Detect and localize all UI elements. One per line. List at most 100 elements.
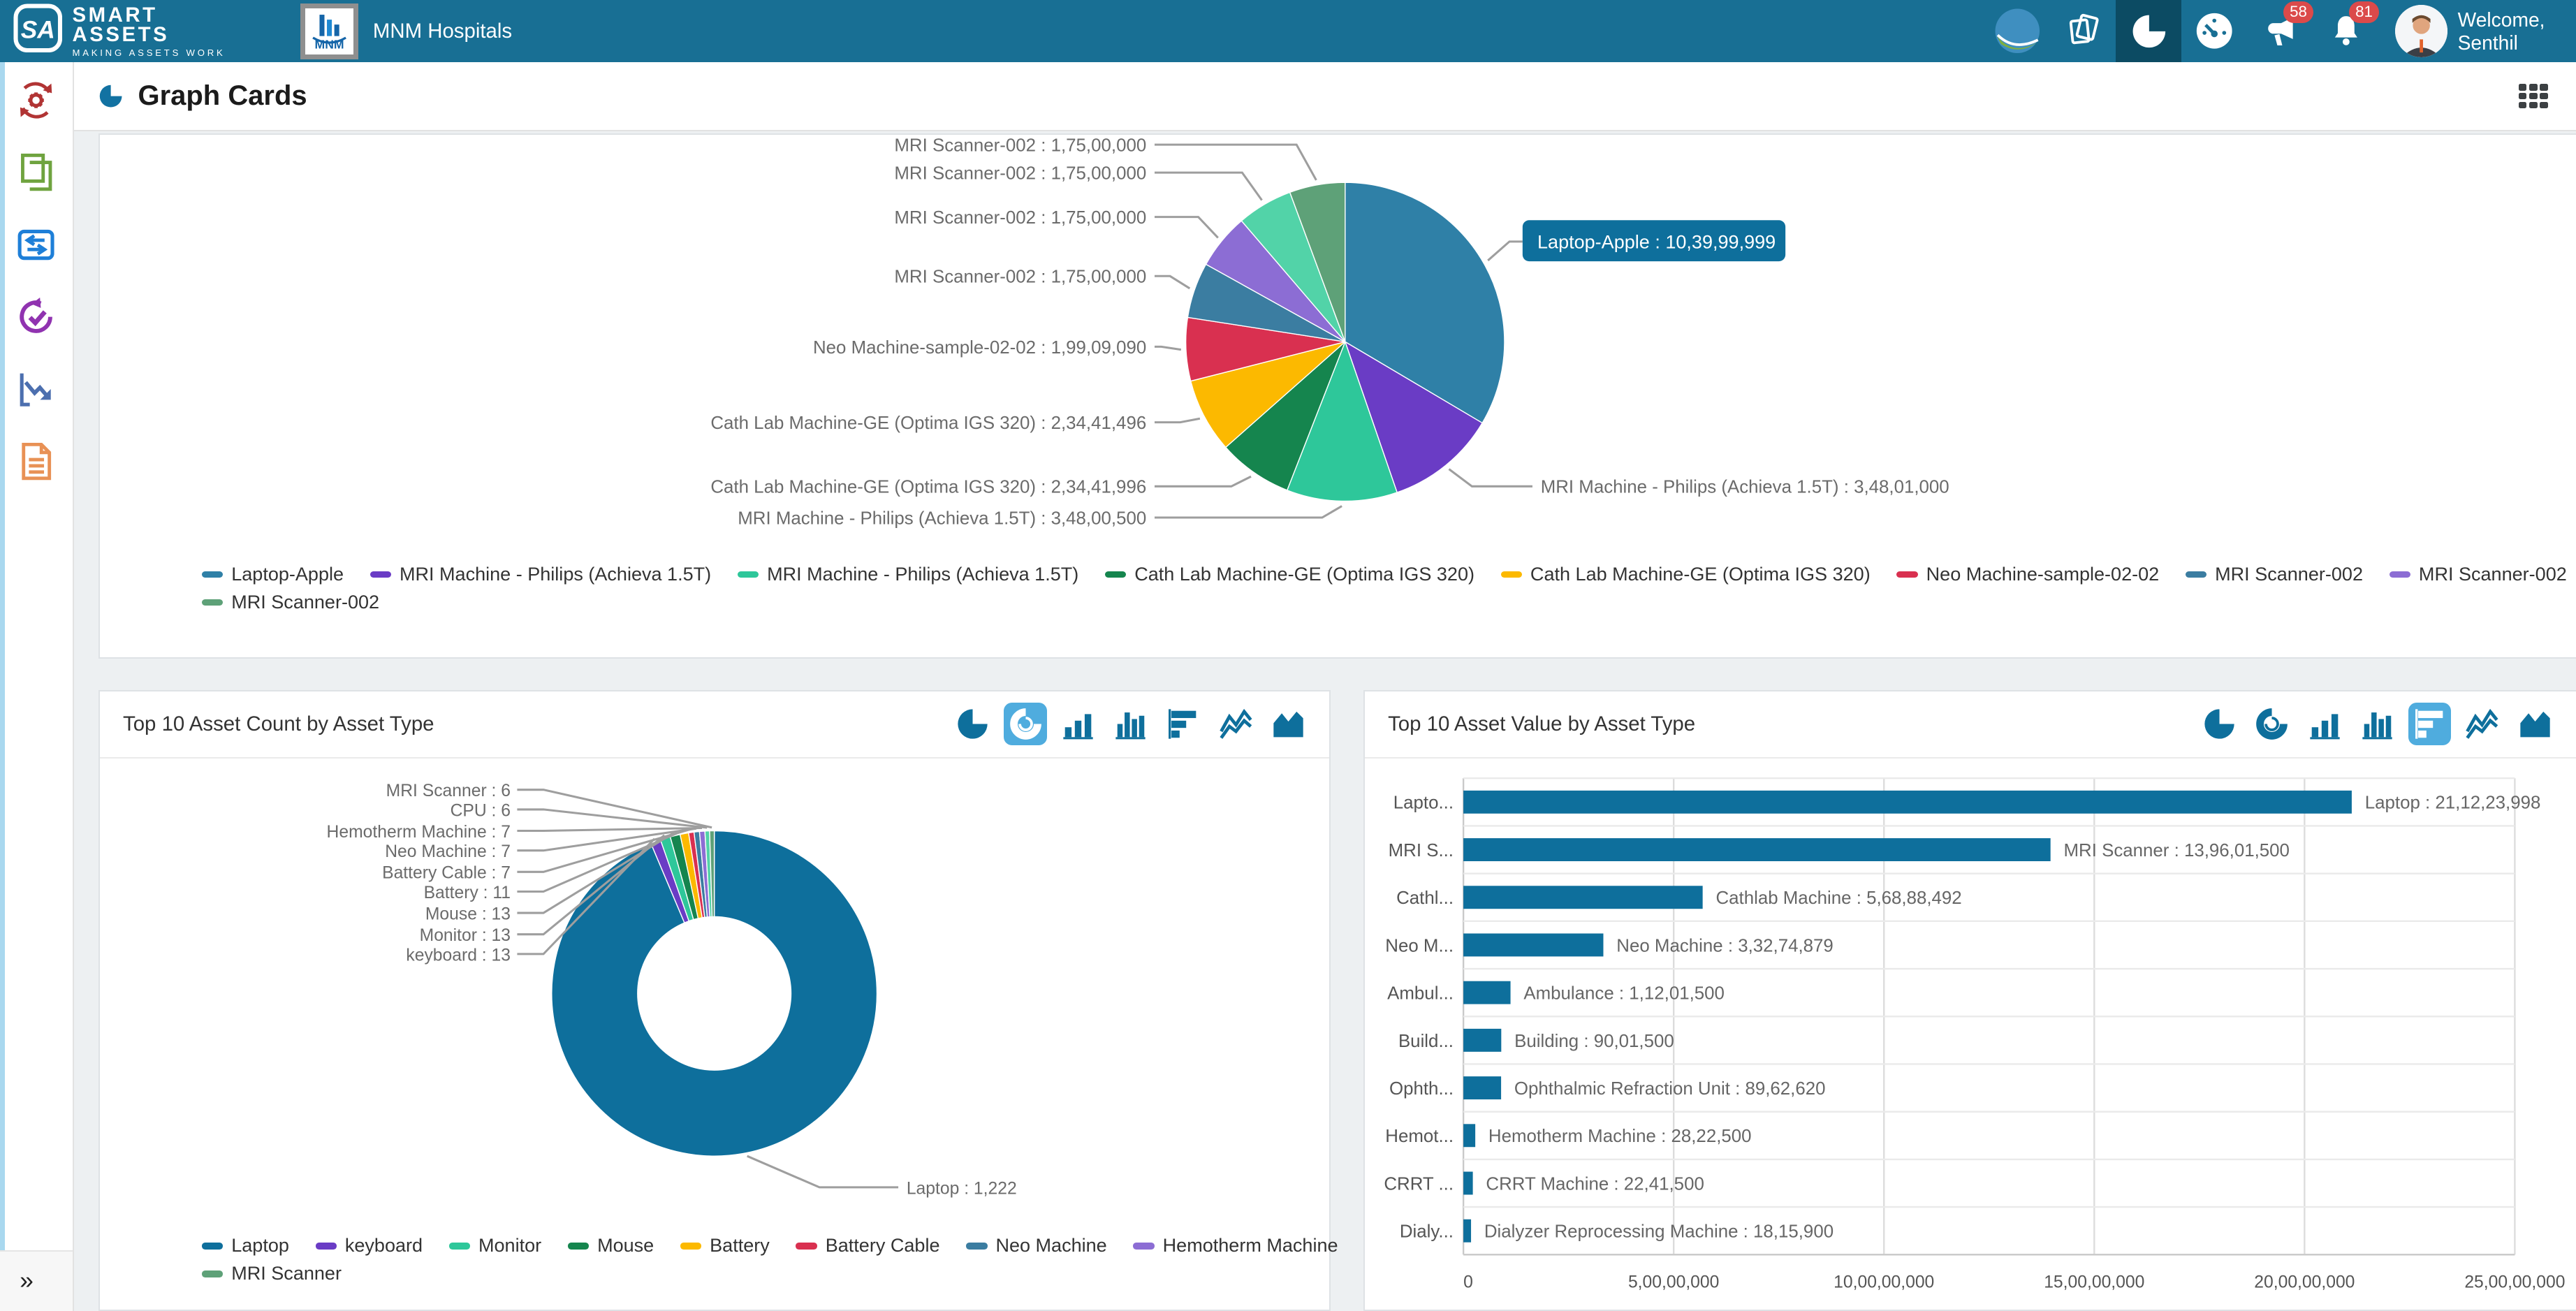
leader-line	[1155, 143, 1317, 181]
pie-chart-toggle-button[interactable]	[951, 703, 994, 745]
legend-label: Laptop-Apple	[231, 563, 344, 585]
column-chart-toggle-button[interactable]	[2356, 703, 2399, 745]
sidebar-item-transfer-arrows-icon[interactable]	[15, 224, 57, 266]
legend-item[interactable]: MRI Scanner-002	[2185, 562, 2363, 588]
bar[interactable]	[1463, 886, 1703, 909]
legend-swatch	[1104, 571, 1127, 578]
donut-chart-toggle-button[interactable]	[1004, 703, 1047, 746]
pie-slice[interactable]	[1344, 340, 1484, 493]
bar[interactable]	[1463, 837, 2051, 861]
smart-assets-brand[interactable]: SA SMART ASSETS MAKING ASSETS WORK	[0, 3, 300, 59]
welcome-text: Welcome, Senthil	[2457, 8, 2545, 54]
legend-item[interactable]: MRI Scanner-002	[201, 589, 379, 616]
donut-slice-label: Laptop : 1,222	[907, 1179, 1017, 1198]
asset-count-card: Top 10 Asset Count by Asset Type MRI Sca…	[98, 689, 1434, 1311]
legend-label: Neo Machine	[995, 1235, 1107, 1257]
bar-chart-toggle-button[interactable]	[1057, 703, 1099, 745]
pie-slice[interactable]	[1286, 339, 1398, 501]
legend-item[interactable]: Laptop-Apple	[201, 562, 344, 588]
bar[interactable]	[1463, 1219, 1472, 1243]
legend-item[interactable]: Laptop	[201, 1233, 289, 1259]
sidebar-item-audit-check-icon[interactable]	[15, 295, 57, 338]
column-chart-toggle-button[interactable]	[1109, 703, 1152, 745]
pie-slice[interactable]	[1224, 341, 1346, 491]
area-chart-toggle-button[interactable]	[2514, 703, 2556, 745]
legend-item[interactable]: Mouse	[567, 1233, 654, 1259]
horizontal-bar-chart-toggle-button[interactable]	[2408, 703, 2452, 746]
sidebar-item-stacked-documents-icon[interactable]	[15, 151, 57, 193]
legend-label: Hemotherm Machine	[1162, 1235, 1338, 1257]
sidebar-expand-icon[interactable]: »	[20, 1267, 34, 1295]
pie-slice[interactable]	[1289, 182, 1346, 342]
legend-item[interactable]: Battery Cable	[796, 1233, 940, 1259]
pie-slice[interactable]	[1190, 341, 1346, 448]
horizontal-bar-chart-toggle-button[interactable]	[1162, 703, 1204, 745]
donut-slice-label: Monitor : 13	[420, 926, 511, 945]
y-axis-category-label: Lapto...	[1393, 793, 1454, 813]
legend-item[interactable]: MRI Scanner	[201, 1261, 342, 1287]
bar[interactable]	[1463, 790, 2352, 814]
chart-tooltip	[1522, 219, 1786, 261]
sidebar-footer: »	[0, 1250, 73, 1311]
donut-hole	[637, 916, 792, 1071]
legend-label: Battery Cable	[825, 1235, 940, 1257]
leader-line	[517, 826, 703, 832]
sidebar-item-report-document-icon[interactable]	[15, 440, 57, 483]
asset-value-pie-chart[interactable]: MRI Scanner-002 : 1,75,00,000 MRI Scanner…	[100, 135, 2574, 555]
bar[interactable]	[1463, 933, 1604, 957]
legend-item[interactable]: Monitor	[448, 1233, 541, 1259]
bar[interactable]	[1463, 1171, 1473, 1195]
bar[interactable]	[1463, 981, 1511, 1004]
leader-line	[1155, 345, 1182, 351]
stacked-cards-icon[interactable]	[2050, 0, 2116, 62]
legend-item[interactable]: MRI Scanner-002	[2389, 562, 2567, 588]
bar-value-label: Hemotherm Machine : 28,22,500	[1488, 1127, 1752, 1146]
legend-swatch	[796, 1243, 817, 1250]
leader-line	[517, 808, 708, 829]
pie-chart-toggle-button[interactable]	[2198, 703, 2241, 745]
legend-item[interactable]: Neo Machine	[966, 1233, 1107, 1259]
legend-item[interactable]: Hemotherm Machine	[1133, 1233, 1338, 1259]
legend-item[interactable]: Cath Lab Machine-GE (Optima IGS 320)	[1500, 562, 1871, 588]
bar[interactable]	[1463, 1028, 1502, 1052]
pie-chart-icon-active[interactable]	[2116, 0, 2182, 63]
bell-icon[interactable]: 81	[2313, 0, 2379, 62]
legend-item[interactable]: MRI Machine - Philips (Achieva 1.5T)	[737, 562, 1078, 588]
legend-item[interactable]: Cath Lab Machine-GE (Optima IGS 320)	[1104, 562, 1474, 588]
bar-chart-toggle-button[interactable]	[2304, 703, 2346, 745]
pie-slice[interactable]	[1345, 182, 1505, 424]
x-axis-tick-label: 5,00,00,000	[1628, 1273, 1719, 1291]
card-header: Top 10 Asset Count by Asset Type	[100, 691, 1330, 759]
line-chart-toggle-button[interactable]	[1214, 703, 1257, 745]
legend-swatch	[201, 571, 224, 578]
user-avatar[interactable]	[2395, 5, 2448, 58]
legend-item[interactable]: Battery	[680, 1233, 770, 1259]
y-axis-category-label: Dialy...	[1400, 1222, 1454, 1242]
donut-chart-toggle-button[interactable]	[2251, 703, 2293, 745]
leader-line	[1155, 171, 1263, 200]
grid-view-icon[interactable]	[2518, 84, 2548, 109]
sidebar-item-gear-sync-icon[interactable]	[15, 79, 57, 122]
sidebar-item-depreciation-trend-icon[interactable]	[15, 368, 57, 411]
asset-value-bar-chart[interactable]: 0 5,00,00,000 10,00,00,000 15,00,00,000 20,0…	[1365, 759, 2574, 1311]
x-axis-tick-label: 15,00,00,000	[2044, 1273, 2144, 1291]
company-globe-icon[interactable]	[1984, 0, 2050, 62]
leader-line	[517, 827, 697, 852]
bar[interactable]	[1463, 1076, 1502, 1099]
legend-item[interactable]: keyboard	[315, 1233, 423, 1259]
line-chart-toggle-button[interactable]	[2461, 703, 2503, 745]
header-actions: 58 81 Welcome, Senthil	[1984, 0, 2576, 63]
chart-type-toolbar	[2198, 703, 2556, 746]
megaphone-icon[interactable]: 58	[2248, 0, 2313, 62]
legend-item[interactable]: Neo Machine-sample-02-02	[1896, 562, 2159, 588]
top-bar: SA SMART ASSETS MAKING ASSETS WORK MNM M…	[0, 0, 2576, 63]
bar[interactable]	[1463, 1124, 1476, 1148]
dashboard-gauge-icon[interactable]	[2181, 0, 2247, 62]
org-logo[interactable]: MNM	[300, 3, 358, 59]
legend-label: Cath Lab Machine-GE (Optima IGS 320)	[1530, 563, 1871, 585]
area-chart-toggle-button[interactable]	[1267, 703, 1310, 745]
legend-item[interactable]: MRI Machine - Philips (Achieva 1.5T)	[369, 562, 711, 588]
main-content: Graph Cards MRI Scanner-002 : 1,75,00,00…	[73, 62, 2576, 1311]
